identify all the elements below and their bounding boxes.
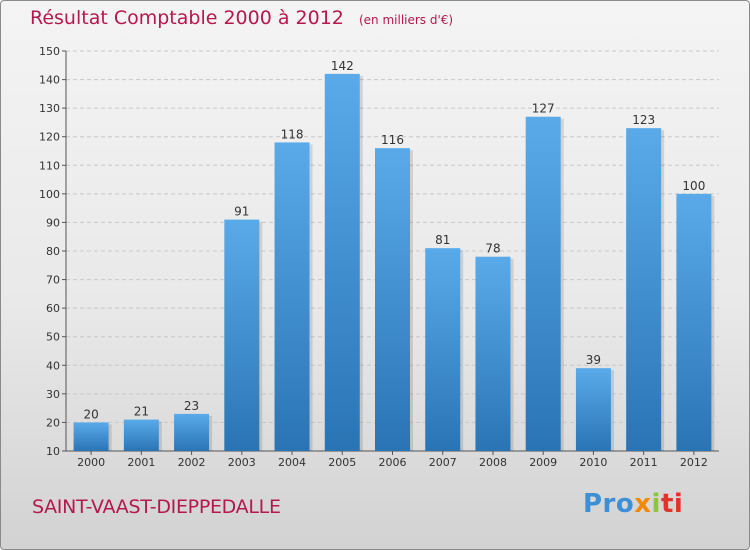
x-tick-label: 2007 [429, 456, 457, 469]
bar [375, 148, 410, 451]
data-label: 100 [682, 179, 705, 193]
logo-part-3: i [651, 489, 661, 519]
y-tick-label: 70 [46, 274, 60, 287]
x-tick-label: 2008 [479, 456, 507, 469]
x-tick-label: 2005 [328, 456, 356, 469]
data-label: 39 [586, 353, 601, 367]
x-tick-label: 2011 [630, 456, 658, 469]
y-tick-label: 130 [39, 102, 60, 115]
data-label: 142 [331, 59, 354, 73]
x-tick-label: 2004 [278, 456, 306, 469]
x-tick-label: 2002 [178, 456, 206, 469]
data-label: 20 [83, 407, 98, 421]
town-name: SAINT-VAAST-DIEPPEDALLE [32, 496, 281, 518]
bar [174, 413, 210, 451]
bar [626, 128, 662, 451]
y-tick-label: 10 [46, 445, 60, 458]
x-tick-label: 2006 [379, 456, 407, 469]
bar [224, 219, 260, 451]
x-tick-label: 2003 [228, 456, 256, 469]
y-tick-label: 140 [39, 74, 60, 87]
logo-part-4: ti [660, 489, 684, 519]
y-tick-label: 30 [46, 388, 60, 401]
chart-subtitle: (en milliers d'€) [358, 13, 454, 27]
bars [73, 73, 715, 451]
y-tick-label: 150 [39, 45, 60, 58]
data-label: 127 [532, 102, 555, 116]
data-label: 78 [485, 242, 500, 256]
x-tick-label: 2000 [77, 456, 105, 469]
y-tick-label: 60 [46, 302, 60, 315]
y-tick-label: 80 [46, 245, 60, 258]
y-tick-label: 120 [39, 131, 60, 144]
y-tick-label: 20 [46, 416, 60, 429]
bar [575, 368, 611, 451]
y-tick-label: 90 [46, 216, 60, 229]
data-label: 23 [184, 399, 199, 413]
data-label: 123 [632, 113, 655, 127]
bar [425, 248, 461, 451]
title-row: Résultat Comptable 2000 à 2012 (en milli… [30, 7, 453, 29]
bar [475, 256, 511, 451]
x-tick-label: 2012 [680, 456, 708, 469]
grid-lines [66, 50, 719, 423]
data-label: 81 [435, 233, 450, 247]
bar [676, 193, 712, 451]
y-tick-label: 40 [46, 359, 60, 372]
x-tick-label: 2009 [529, 456, 557, 469]
logo-part-2: x [634, 489, 652, 519]
y-tick-label: 100 [39, 188, 60, 201]
bar [274, 142, 310, 451]
labels: 10 20 30 40 50 60 70 80 90 100 110 120 130 140 150 20 20… [39, 45, 708, 469]
data-label: 21 [134, 405, 149, 419]
data-label: 91 [234, 205, 249, 219]
chart-title: Résultat Comptable 2000 à 2012 [30, 7, 344, 29]
y-tick-label: 50 [46, 331, 60, 344]
data-label: 116 [381, 133, 404, 147]
proxiti-logo: Proxiti [583, 489, 683, 519]
bar [324, 73, 360, 451]
y-tick-label: 110 [39, 159, 60, 172]
data-label: 118 [281, 127, 304, 141]
x-tick-label: 2001 [127, 456, 155, 469]
bar [73, 422, 109, 451]
bar [525, 116, 561, 451]
bar [123, 419, 159, 451]
x-tick-label: 2010 [579, 456, 607, 469]
logo-part-1: Pro [583, 489, 635, 519]
